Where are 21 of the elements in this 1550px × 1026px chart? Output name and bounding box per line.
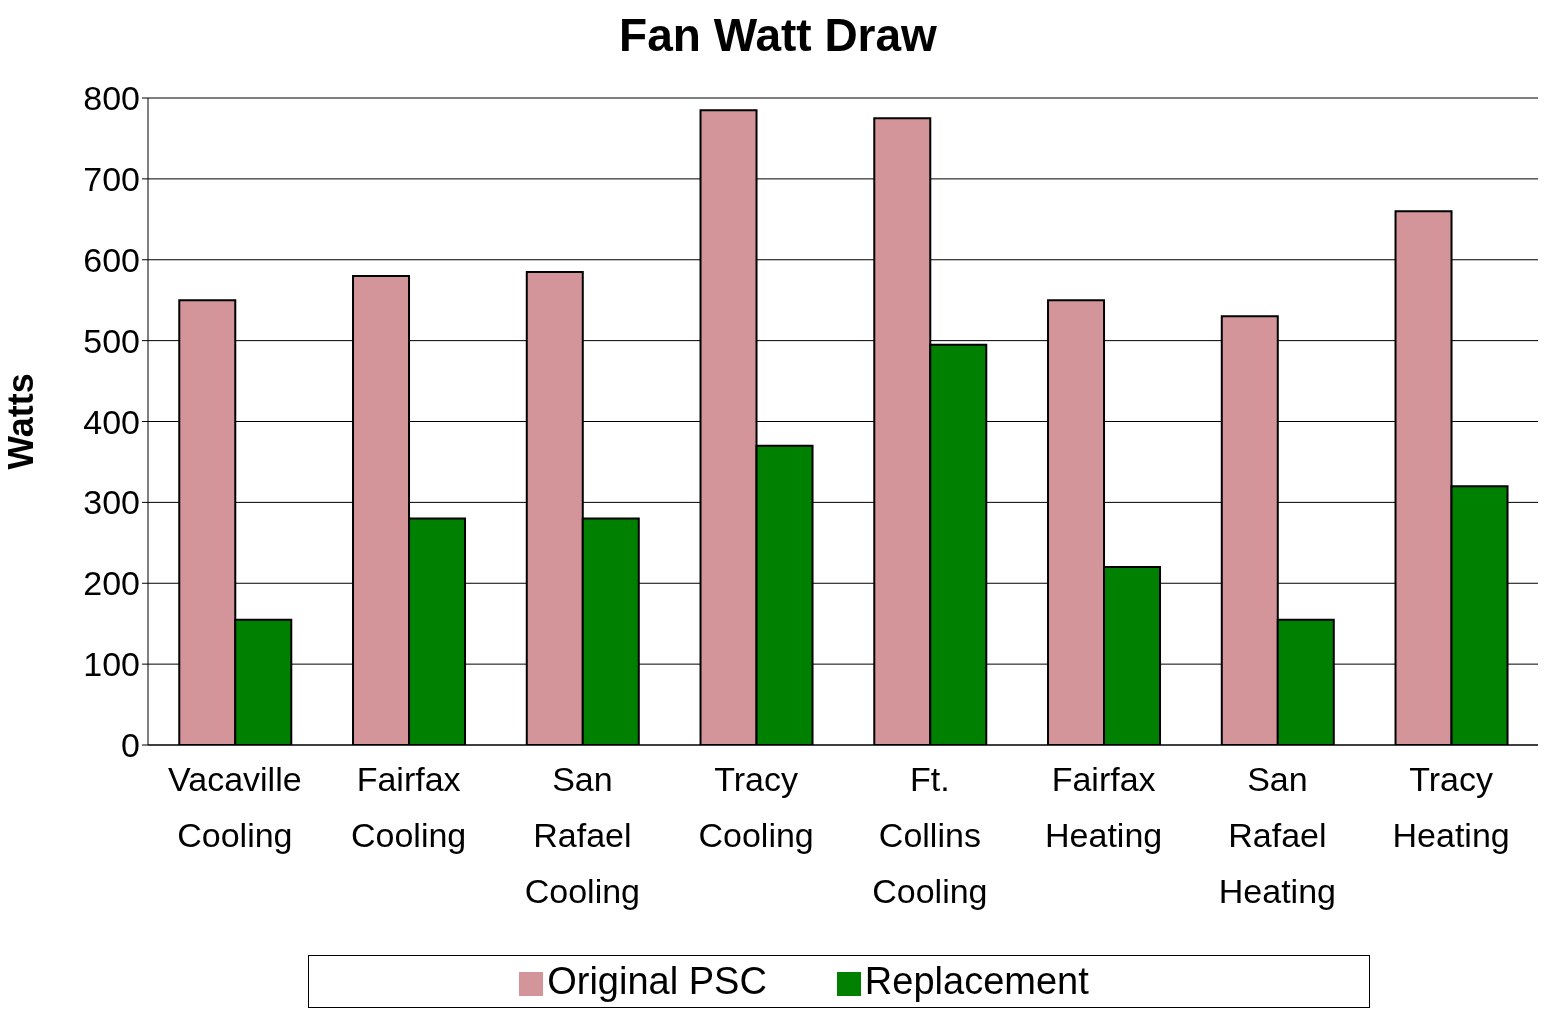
y-tick-label: 200 [83,564,140,603]
y-tick-label: 400 [83,402,140,441]
y-tick-label: 300 [83,483,140,522]
x-tick-label: Tracy Cooling [698,760,814,854]
y-tick-label: 100 [83,645,140,684]
x-tick-label: San Rafael Heating [1218,760,1336,910]
x-tick-label: Vacaville Cooling [168,760,302,854]
legend-label: Original PSC [547,960,767,1002]
y-tick-label: 700 [83,159,140,198]
y-axis-title: Watts [0,373,41,470]
y-tick-label: 500 [83,321,140,360]
y-tick-label: 600 [83,240,140,279]
x-tick-label: San Rafael Cooling [524,760,641,910]
legend-label: Replacement [864,960,1089,1002]
x-tick-label: Fairfax Heating [1045,760,1163,854]
x-tick-label: Ft. Collins Cooling [872,760,988,910]
y-tick-label: 800 [83,79,140,118]
x-tick-label: Tracy Heating [1392,760,1510,854]
x-tick-label: Fairfax Cooling [350,760,467,854]
chart-title: Fan Watt Draw [618,8,938,63]
y-tick-label: 0 [121,726,140,765]
